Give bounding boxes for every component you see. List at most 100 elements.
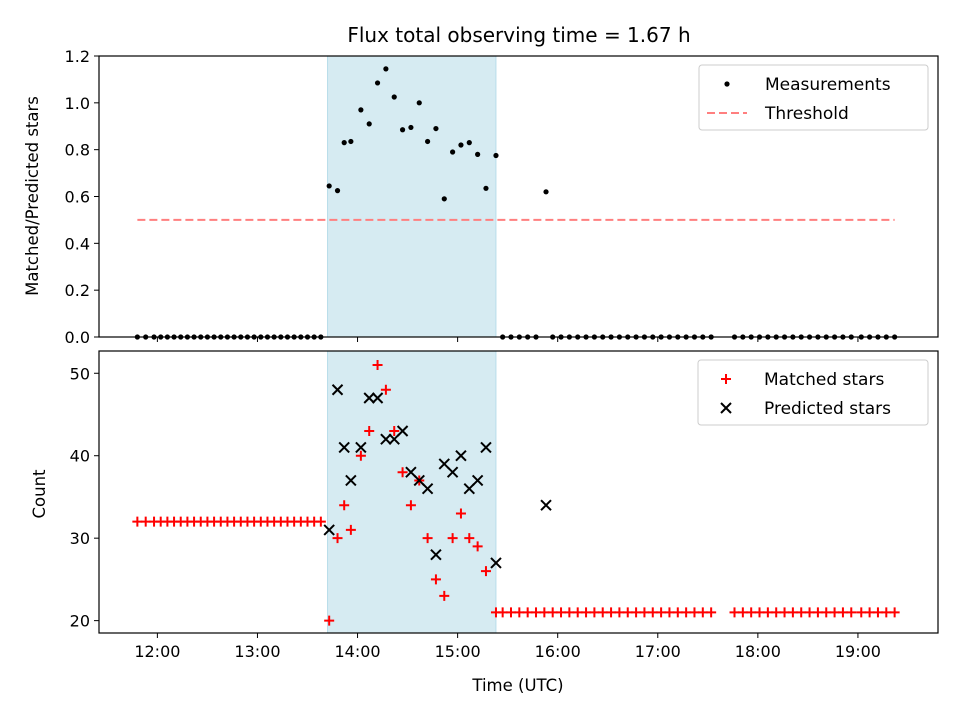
axes-frame [98, 350, 939, 634]
measurement-point [358, 107, 364, 113]
predicted-star-marker [355, 441, 367, 454]
matched-star-marker [464, 533, 475, 544]
measurement-point [493, 152, 499, 159]
measurement-point [475, 151, 481, 157]
matched-star-marker [380, 384, 391, 395]
measurement-point [441, 196, 447, 202]
matched-star-marker [480, 566, 491, 577]
predicted-star-marker [540, 499, 552, 511]
x-tick-label: 18:00 [735, 642, 781, 661]
bottom-y-axis-label: Count [30, 469, 49, 519]
matched-star-marker [881, 607, 892, 618]
measurement-point [408, 124, 414, 131]
chart-title: Flux total observing time = 1.67 h [347, 23, 690, 47]
matched-star-marker [614, 607, 625, 618]
matched-star-marker [622, 607, 633, 618]
y-tick-label: 40 [70, 447, 90, 466]
measurement-point [433, 125, 439, 132]
x-tick-label: 17:00 [635, 642, 681, 661]
matched-star-marker [581, 607, 592, 618]
matched-star-marker [531, 607, 542, 618]
matched-star-marker [439, 590, 450, 601]
matched-star-marker [872, 607, 883, 618]
matched-star-marker [606, 607, 617, 618]
top-y-axis-label: Matched/Predicted stars [23, 96, 42, 296]
matched-star-marker [746, 607, 757, 618]
y-tick-label: 50 [70, 364, 90, 383]
matched-star-marker [864, 607, 875, 618]
bottom-panel: 20 30 40 50 12:00 13:00 14:00 15:00 16:00 17:00 18… [70, 350, 939, 661]
matched-star-marker [812, 607, 823, 618]
measurement-point [326, 183, 332, 189]
matched-star-marker [697, 607, 708, 618]
matched-star-marker [837, 607, 848, 618]
matched-star-marker [589, 607, 600, 618]
matched-star-marker [754, 607, 765, 618]
measurement-point [450, 149, 456, 155]
matched-star-marker [664, 607, 675, 618]
matched-star-marker [324, 615, 335, 626]
matched-star-marker [332, 533, 343, 544]
predicted-star-marker [331, 384, 344, 396]
x-axis-label: Time (UTC) [471, 676, 563, 695]
matched-star-marker [796, 607, 807, 618]
predicted-star-marker [446, 466, 459, 478]
y-tick-label: 0.6 [65, 188, 90, 207]
matched-star-marker [389, 425, 400, 436]
x-tick-label: 16:00 [535, 642, 581, 661]
matched-star-marker [804, 607, 815, 618]
measurement-point [424, 138, 431, 145]
legend-marker [721, 374, 731, 384]
y-tick-label: 0.0 [65, 328, 90, 347]
matched-star-marker [706, 607, 717, 618]
measurement-point [458, 142, 464, 148]
matched-star-marker [472, 541, 483, 552]
y-tick-label: 1.2 [65, 47, 90, 66]
matched-star-marker [639, 607, 650, 618]
measurement-point [383, 66, 389, 72]
legend-marker [720, 402, 732, 414]
matched-star-marker [455, 508, 466, 519]
matched-star-marker [631, 607, 642, 618]
measurement-point [466, 140, 472, 146]
legend-marker [724, 81, 730, 87]
legend: Matched stars Predicted stars [697, 359, 929, 426]
matched-star-marker [547, 607, 558, 618]
matched-star-marker [829, 607, 840, 618]
predicted-star-marker [338, 441, 350, 454]
matched-star-marker [889, 607, 900, 618]
observing-span [327, 350, 497, 634]
predicted-star-marker [421, 482, 434, 495]
y-tick-label: 20 [70, 612, 90, 631]
matched-star-marker [364, 425, 375, 436]
legend-label: Predicted stars [764, 399, 891, 419]
measurement-point [348, 138, 354, 145]
matched-star-marker [737, 607, 748, 618]
measurement-point [416, 100, 422, 106]
matched-star-marker [787, 607, 798, 618]
matched-star-marker [447, 533, 458, 544]
measurement-point [366, 121, 372, 127]
legend-label: Threshold [764, 104, 849, 124]
matched-star-marker [539, 607, 550, 618]
predicted-star-marker [323, 524, 335, 536]
predicted-star-marker [371, 392, 384, 404]
predicted-star-marker [345, 474, 357, 487]
predicted-star-marker [471, 474, 484, 487]
matched-star-marker [372, 360, 383, 371]
matched-star-marker [315, 516, 326, 527]
matched-star-marker [422, 533, 433, 544]
matched-star-marker [597, 607, 608, 618]
matched-star-marker [729, 607, 740, 618]
y-tick-label: 1.0 [65, 94, 90, 113]
matched-star-marker [514, 607, 525, 618]
matched-star-marker [497, 607, 508, 618]
measurement-point [341, 140, 347, 146]
predicted-star-marker [490, 557, 502, 569]
matched-star-marker [132, 516, 143, 527]
y-tick-label: 0.4 [65, 234, 90, 253]
matched-star-marker [405, 500, 416, 511]
matched-star-marker [656, 607, 667, 618]
x-tick-label: 13:00 [234, 642, 280, 661]
measurement-point [399, 127, 406, 133]
